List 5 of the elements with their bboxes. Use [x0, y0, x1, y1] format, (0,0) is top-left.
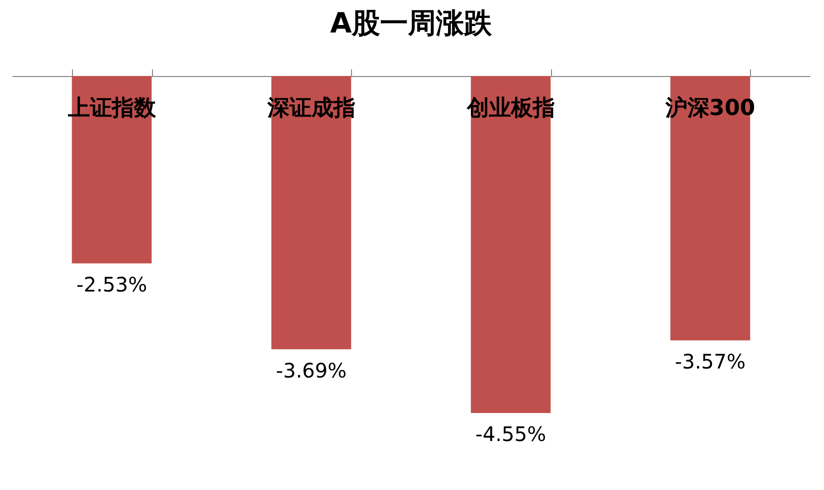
data-label: -3.57%: [674, 349, 746, 374]
data-label: -4.55%: [475, 422, 546, 446]
data-label: -2.53%: [76, 272, 148, 296]
data-label: -3.69%: [276, 358, 347, 382]
chart-title: A股一周涨跌: [330, 6, 493, 40]
